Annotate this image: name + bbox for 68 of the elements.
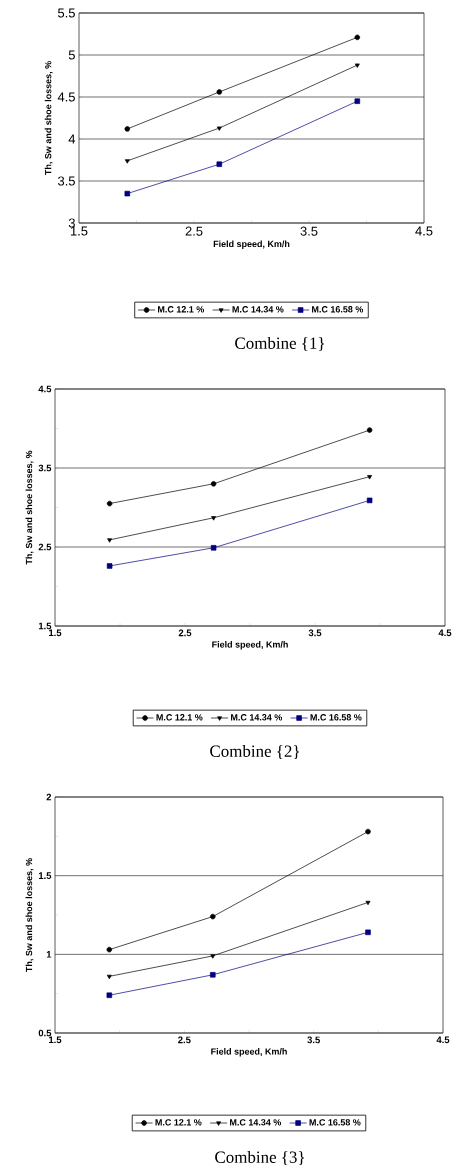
x-axis-title: Field speed, Km/h bbox=[213, 240, 290, 249]
y-tick-label: 2 bbox=[46, 793, 52, 801]
x-tick-label: 4.5 bbox=[415, 226, 433, 236]
point bbox=[210, 481, 217, 487]
point bbox=[210, 913, 216, 920]
legend-label: M.C 14.34 % bbox=[230, 1119, 282, 1126]
x-tick-label: 3.5 bbox=[308, 629, 322, 637]
legend-label: M.C 16.58 % bbox=[312, 306, 364, 313]
point bbox=[210, 545, 217, 551]
legend-label: M.C 16.58 % bbox=[310, 714, 362, 721]
point bbox=[216, 161, 223, 167]
point bbox=[124, 126, 131, 132]
y-tick-label: 1.5 bbox=[38, 872, 52, 879]
y-tick-label: 1 bbox=[46, 951, 52, 958]
point bbox=[216, 89, 223, 95]
y-tick-label: 3 bbox=[68, 218, 75, 228]
point bbox=[354, 63, 360, 68]
point bbox=[107, 538, 113, 543]
y-tick-label: 4 bbox=[68, 134, 76, 144]
text: Combine {3} bbox=[215, 1151, 305, 1166]
y-axis-title: Th, Sw and shoe losses, % bbox=[25, 450, 34, 565]
legend-label: M.C 16.58 % bbox=[309, 1119, 361, 1126]
point bbox=[367, 475, 373, 480]
y-tick-label: 3.5 bbox=[57, 176, 75, 186]
x-tick-label: 2.5 bbox=[178, 1036, 191, 1044]
point bbox=[106, 992, 113, 998]
point bbox=[365, 828, 371, 835]
point bbox=[106, 500, 113, 507]
point bbox=[124, 190, 131, 197]
y-tick-label: 2.5 bbox=[38, 543, 52, 551]
point bbox=[354, 98, 361, 104]
text: Combine {1} bbox=[235, 337, 325, 352]
point bbox=[106, 974, 112, 980]
point bbox=[365, 929, 371, 936]
point bbox=[210, 972, 216, 978]
point bbox=[354, 34, 361, 41]
x-tick-label: 3.5 bbox=[300, 226, 318, 236]
point bbox=[124, 159, 130, 164]
y-tick-label: 4.5 bbox=[38, 385, 52, 393]
point bbox=[106, 563, 113, 569]
y-tick-label: 0.5 bbox=[38, 1029, 52, 1037]
y-tick-label: 3.5 bbox=[38, 464, 52, 472]
y-tick-label: 1.5 bbox=[38, 622, 52, 630]
point bbox=[211, 516, 217, 521]
legend-label: M.C 12.1 % bbox=[158, 306, 205, 313]
point bbox=[216, 126, 222, 131]
x-tick-label: 2.5 bbox=[178, 629, 192, 637]
y-tick-label: 5 bbox=[68, 50, 75, 60]
legend-label: M.C 12.1 % bbox=[156, 714, 203, 721]
legend-label: M.C 12.1 % bbox=[155, 1119, 202, 1126]
y-tick-label: 4.5 bbox=[57, 92, 75, 102]
y-tick-label: 5.5 bbox=[57, 8, 75, 18]
legend-label: M.C 14.34 % bbox=[232, 306, 284, 313]
point bbox=[106, 946, 113, 953]
text: Combine {2} bbox=[210, 745, 299, 760]
y-axis-title: Th, Sw and shoe losses, % bbox=[25, 858, 34, 972]
x-axis-title: Field speed, Km/h bbox=[211, 1048, 287, 1057]
point bbox=[365, 900, 371, 906]
x-tick-label: 4.5 bbox=[436, 1036, 450, 1044]
x-tick-label: 3.5 bbox=[307, 1036, 320, 1044]
x-axis-title: Field speed, Km/h bbox=[212, 641, 288, 650]
y-axis-title: Th, Sw and shoe losses, % bbox=[44, 61, 53, 175]
point bbox=[210, 954, 216, 959]
point bbox=[366, 497, 373, 504]
point bbox=[366, 427, 373, 433]
x-tick-label: 2.5 bbox=[185, 226, 203, 236]
legend-label: M.C 14.34 % bbox=[231, 714, 283, 721]
x-tick-label: 4.5 bbox=[438, 629, 452, 637]
